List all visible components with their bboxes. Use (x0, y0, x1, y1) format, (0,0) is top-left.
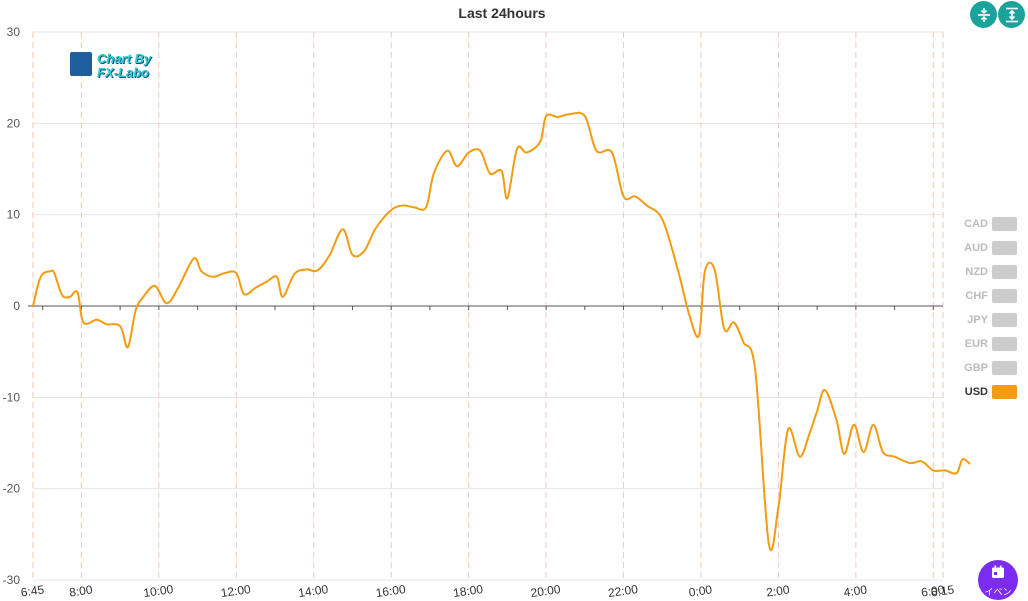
legend-swatch (992, 265, 1017, 279)
x-axis-labels: 6:45 8:00 10:00 12:00 14:00 16:00 18:00 20:00 22… (20, 582, 955, 600)
legend-label: EUR (964, 338, 988, 350)
legend-item-cad[interactable]: CAD (955, 212, 1017, 236)
legend-item-chf[interactable]: CHF (955, 284, 1017, 308)
x-tick-label: 18:00 (452, 582, 484, 600)
y-tick-label: -20 (3, 482, 21, 496)
legend-swatch (992, 385, 1017, 399)
legend-label: JPY (967, 314, 988, 326)
legend-swatch (992, 217, 1017, 231)
x-tick-label: 4:00 (843, 582, 868, 599)
y-tick-label: 0 (13, 299, 20, 313)
compress-icon (977, 7, 990, 22)
calendar-icon (992, 565, 1004, 578)
legend-label: CAD (964, 218, 988, 230)
legend-item-eur[interactable]: EUR (955, 332, 1017, 356)
logo-line1: Chart By (97, 51, 152, 66)
x-tick-label: 16:00 (375, 582, 407, 600)
chart-title: Last 24hours (458, 5, 546, 21)
x-tick-label: 2:00 (765, 582, 790, 599)
x-tick-label: 6:15 (930, 582, 955, 599)
x-tick-label: 6:45 (20, 582, 45, 599)
y-tick-label: 20 (7, 116, 21, 130)
x-tick-label: 10:00 (142, 582, 174, 600)
x-tick-label: 22:00 (607, 582, 639, 600)
y-tick-label: 30 (7, 25, 21, 39)
legend-item-nzd[interactable]: NZD (955, 260, 1017, 284)
axes (28, 305, 943, 310)
expand-button[interactable] (998, 1, 1025, 28)
x-tick-label: 20:00 (530, 582, 562, 600)
legend-swatch (992, 337, 1017, 351)
legend-item-gbp[interactable]: GBP (955, 356, 1017, 380)
x-tick-label: 14:00 (297, 582, 329, 600)
y-tick-label: -10 (3, 390, 21, 404)
x-tick-label: 8:00 (68, 582, 93, 599)
legend: CAD AUD NZD CHF JPY EUR GBP USD (955, 212, 1017, 404)
expand-icon (1005, 7, 1018, 22)
legend-swatch (992, 313, 1017, 327)
legend-label: CHF (965, 290, 988, 302)
fx-labo-logo: Chart By FX-Labo (70, 52, 151, 80)
legend-label: AUD (964, 242, 988, 254)
y-tick-label: -30 (3, 573, 21, 587)
logo-line2: FX-Labo (97, 65, 149, 80)
x-tick-label: 12:00 (220, 582, 252, 600)
legend-label: NZD (965, 266, 988, 278)
y-tick-label: 10 (7, 208, 21, 222)
legend-label: GBP (964, 362, 988, 374)
event-button-label: イベン (984, 587, 1012, 597)
event-button[interactable]: イベン (978, 560, 1018, 600)
magnifier-chart-icon (70, 52, 92, 76)
logo-text: Chart By FX-Labo (97, 52, 151, 80)
compress-button[interactable] (970, 1, 997, 28)
x-tick-label: 0:00 (688, 582, 713, 599)
legend-label: USD (964, 386, 988, 398)
series-lines (32, 111, 971, 552)
series-line-usd[interactable] (32, 111, 971, 552)
x-tick-label: 6:00 (920, 582, 945, 599)
y-axis-labels: -30 -20 -10 0 10 20 30 (3, 25, 21, 587)
legend-swatch (992, 289, 1017, 303)
legend-swatch (992, 361, 1017, 375)
legend-item-usd[interactable]: USD (955, 380, 1017, 404)
legend-item-jpy[interactable]: JPY (955, 308, 1017, 332)
legend-item-aud[interactable]: AUD (955, 236, 1017, 260)
legend-swatch (992, 241, 1017, 255)
